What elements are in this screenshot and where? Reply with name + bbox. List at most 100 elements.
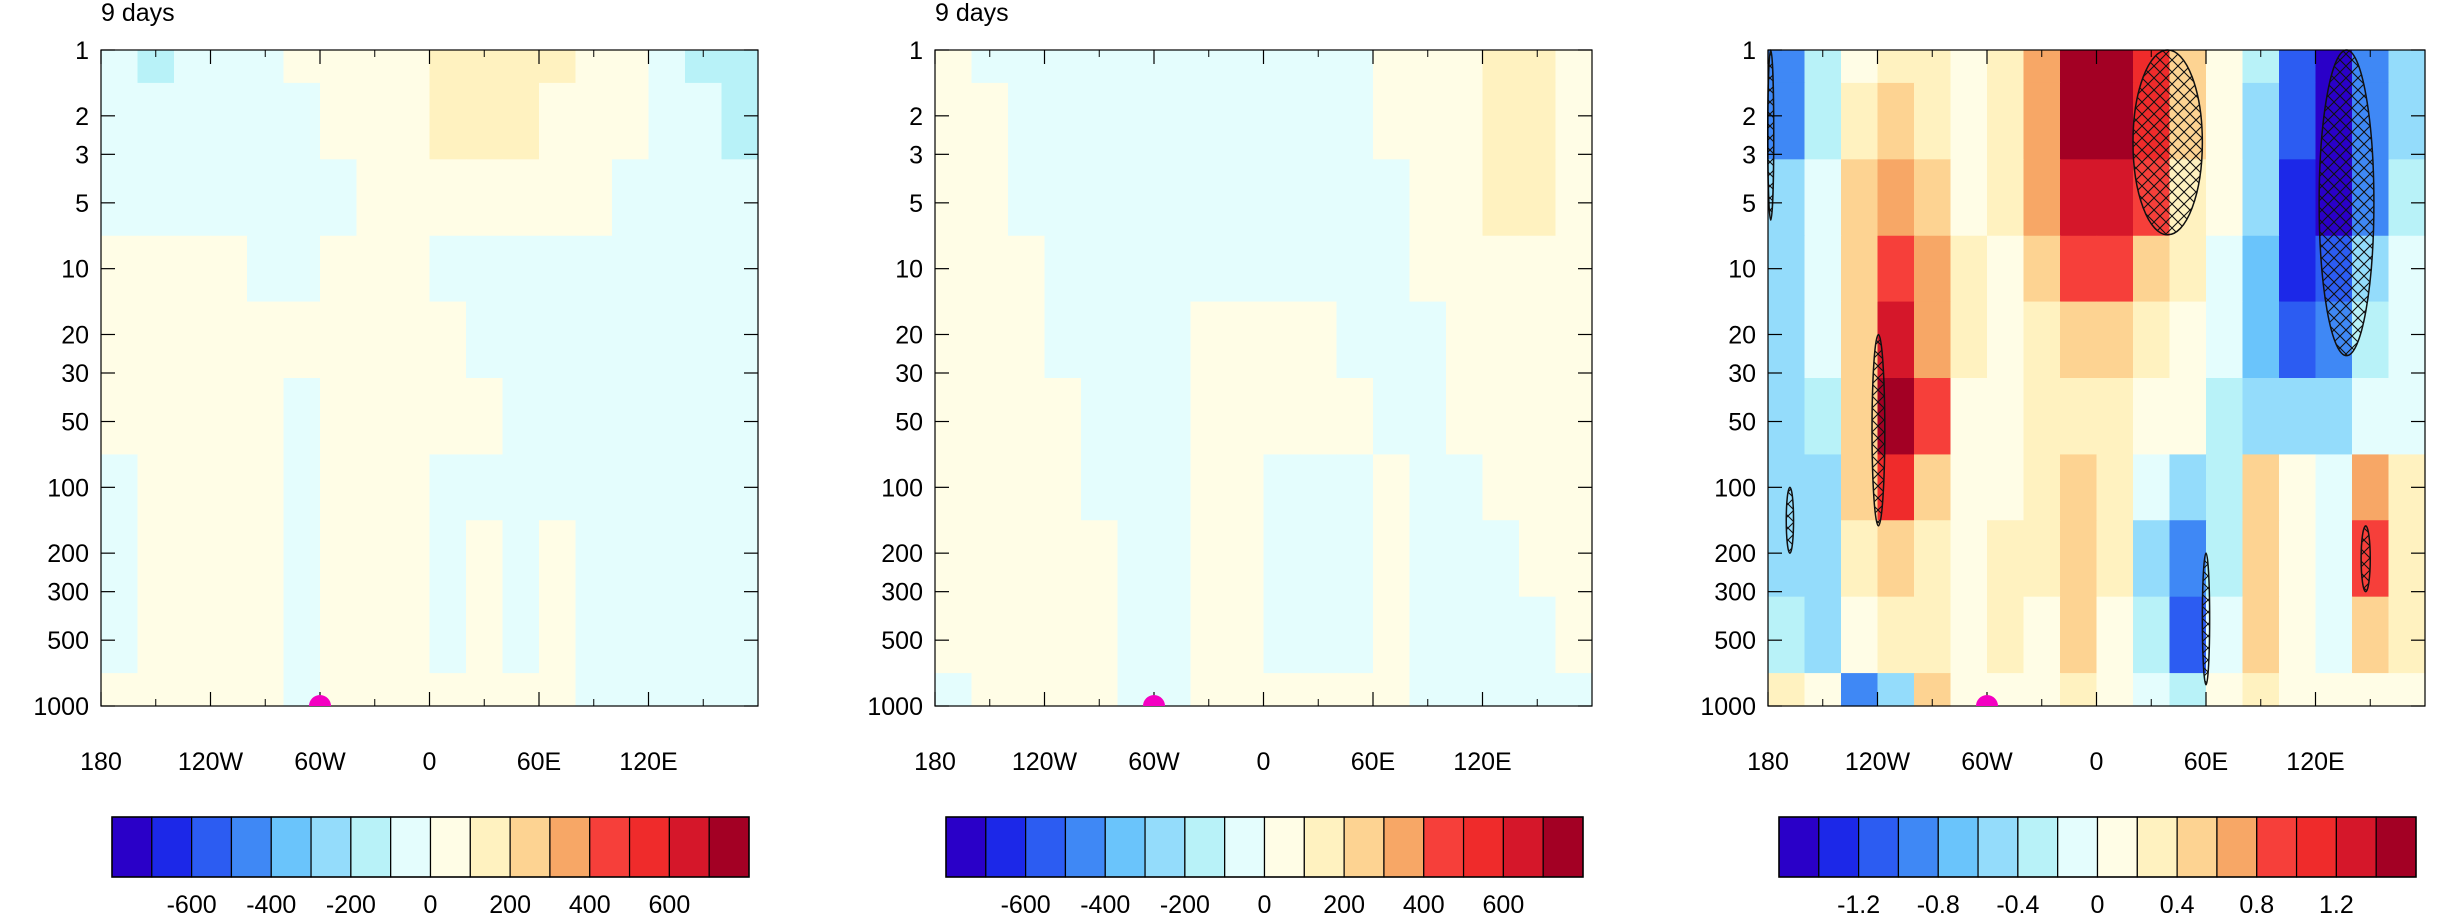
field-cell	[721, 673, 759, 707]
field-cell	[1373, 596, 1411, 674]
field-cell	[2352, 378, 2390, 456]
field-cell	[1446, 454, 1484, 521]
field-cell	[1914, 159, 1952, 237]
colorbar-label: -200	[1160, 891, 1210, 917]
field-cell	[2242, 454, 2280, 521]
field-cell	[2388, 82, 2426, 160]
field-cell	[1190, 235, 1228, 303]
field-cell	[356, 520, 394, 598]
significance-hatch	[1871, 333, 1886, 527]
field-cell	[1409, 235, 1447, 303]
field-cell	[648, 378, 686, 456]
colorbar-swatch	[1343, 816, 1385, 878]
field-cell	[1190, 82, 1228, 160]
field-cell	[721, 50, 759, 84]
colorbar-swatch	[111, 816, 153, 878]
field-cell	[971, 378, 1009, 456]
colorbar-swatch	[2057, 816, 2099, 878]
field-cell	[466, 159, 504, 237]
field-cell	[1154, 378, 1192, 456]
colorbar-swatch	[1383, 816, 1425, 878]
field-cell	[101, 159, 139, 237]
field-cell	[2242, 159, 2280, 237]
field-cell	[1044, 82, 1082, 160]
colorbar-swatch	[2136, 816, 2178, 878]
colorbar-swatch	[429, 816, 471, 878]
x-tick-label: 180	[1747, 748, 1789, 776]
field-cell	[502, 301, 540, 379]
field-cell	[1446, 50, 1484, 84]
field-cell	[247, 82, 285, 160]
field-cell	[1373, 378, 1411, 456]
field-cell	[393, 596, 431, 674]
field-cell	[1044, 673, 1082, 707]
field-cell	[1841, 159, 1879, 237]
x-tick-label: 0	[2090, 748, 2104, 776]
field-cell	[539, 235, 577, 303]
field-cell	[247, 235, 285, 303]
x-tick-label: 0	[1257, 748, 1271, 776]
x-tick-label: 120E	[2286, 748, 2344, 776]
field-cell	[1804, 520, 1842, 598]
field-cell	[137, 520, 175, 598]
field-cell	[1987, 235, 2025, 303]
y-tick-label: 300	[1714, 579, 1756, 607]
field-cell	[1044, 159, 1082, 237]
field-cell	[2242, 520, 2280, 598]
field-cell	[1373, 673, 1411, 707]
field-cell	[210, 673, 248, 707]
field-cell	[2279, 82, 2317, 160]
field-cell	[2279, 378, 2317, 456]
field-cell	[2388, 301, 2426, 379]
field-cell	[1044, 454, 1082, 521]
x-tick-label: 0	[423, 748, 437, 776]
field-cell	[1154, 159, 1192, 237]
field-cell	[466, 301, 504, 379]
field-cell	[1190, 159, 1228, 237]
field-cell	[247, 520, 285, 598]
field-cell	[685, 454, 723, 521]
colorbar-label: 0	[1258, 891, 1272, 917]
field-cell	[575, 82, 613, 160]
field-cell	[174, 301, 212, 379]
field-cell	[466, 596, 504, 674]
y-tick-label: 50	[61, 409, 89, 437]
panel-3: 1 2 3 5 10 20 30 50 100 200 300 500 1000 180 120W 60W 0 6…	[1700, 37, 2426, 919]
significance-hatch	[2132, 49, 2204, 236]
field-cell	[2388, 159, 2426, 237]
x-tick-label: 60E	[517, 748, 561, 776]
field-cell	[1519, 82, 1557, 160]
field-cell	[1914, 596, 1952, 674]
field-cell	[1841, 235, 1879, 303]
field-cell	[539, 673, 577, 707]
field-cell	[2060, 673, 2098, 707]
field-cell	[502, 520, 540, 598]
field-cell	[1482, 159, 1520, 237]
field-cell	[283, 454, 321, 521]
field-cell	[1877, 596, 1915, 674]
field-cell	[247, 159, 285, 237]
field-cell	[1519, 520, 1557, 598]
y-tick-label: 50	[1728, 409, 1756, 437]
field-cell	[2242, 378, 2280, 456]
y-tick-label: 200	[1714, 540, 1756, 568]
field-cell	[1841, 596, 1879, 674]
field-cell	[2133, 235, 2171, 303]
field-cell	[174, 235, 212, 303]
y-tick-label: 3	[909, 141, 923, 169]
field-cell	[2315, 520, 2353, 598]
field-cell	[1768, 673, 1806, 707]
field-cell	[721, 378, 759, 456]
field-cell	[1519, 159, 1557, 237]
field-cell	[466, 82, 504, 160]
field-cell	[1804, 378, 1842, 456]
field-cell	[539, 520, 577, 598]
field-cell	[1555, 301, 1593, 379]
field-cell	[320, 301, 358, 379]
field-cell	[2315, 378, 2353, 456]
field-cell	[1044, 301, 1082, 379]
field-cell	[1154, 301, 1192, 379]
field-cell	[612, 235, 650, 303]
field-cell	[1768, 378, 1806, 456]
field-cell	[1081, 454, 1119, 521]
